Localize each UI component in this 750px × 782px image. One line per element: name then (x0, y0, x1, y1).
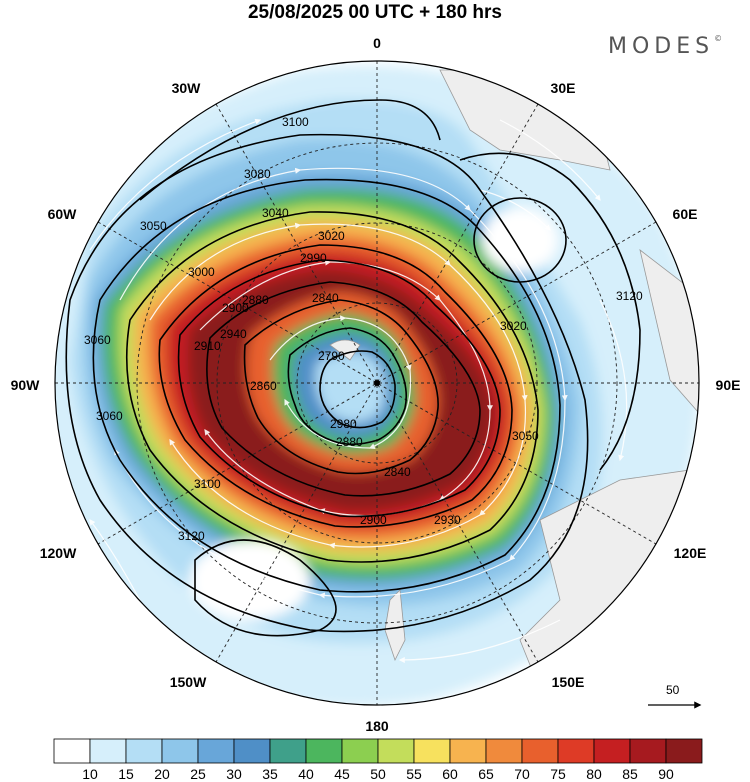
brand-logo: MODES© (608, 34, 722, 59)
colorbar-swatch (413, 738, 451, 764)
colorbar-tick-label: 15 (118, 766, 134, 782)
colorbar-swatch (521, 738, 559, 764)
height-contours (65, 99, 641, 637)
svg-text:3120: 3120 (178, 529, 205, 543)
colorbar-swatch (89, 738, 127, 764)
svg-text:3080: 3080 (244, 167, 271, 181)
lon-label-90w: 90W (10, 377, 40, 393)
colorbar-swatch (125, 738, 163, 764)
colorbar-tick-label: 65 (478, 766, 494, 782)
lon-label-0: 0 (373, 35, 381, 51)
lon-label-90e: 90E (715, 377, 741, 393)
copyright-mark: © (714, 34, 723, 43)
brand-name: MODES (608, 34, 715, 59)
svg-text:3100: 3100 (194, 477, 221, 491)
svg-text:2990: 2990 (300, 251, 327, 265)
svg-text:2880: 2880 (336, 435, 363, 449)
colorbar-swatch (53, 738, 91, 764)
colorbar-tick-label: 75 (550, 766, 566, 782)
lon-label-150w: 150W (169, 674, 207, 690)
colorbar-swatch (377, 738, 415, 764)
pole-marker (374, 380, 380, 386)
colorbar-tick-label: 50 (370, 766, 386, 782)
svg-text:3020: 3020 (500, 319, 527, 333)
lon-label-30w: 30W (171, 80, 201, 96)
map-boundary (54, 60, 700, 706)
svg-text:2900: 2900 (222, 301, 249, 315)
lon-label-180: 180 (365, 718, 389, 734)
svg-text:3100: 3100 (282, 115, 309, 129)
svg-text:2900: 2900 (360, 513, 387, 527)
colorbar-swatch (449, 738, 487, 764)
colorbar-tick-label: 90 (658, 766, 674, 782)
svg-text:2940: 2940 (220, 327, 247, 341)
lon-label-120w: 120W (39, 545, 77, 561)
lon-label-120e: 120E (673, 545, 707, 561)
svg-text:3000: 3000 (188, 265, 215, 279)
colorbar-swatch (485, 738, 523, 764)
colorbar-swatch (269, 738, 307, 764)
wind-streamlines (89, 118, 628, 663)
colorbar-swatch (341, 738, 379, 764)
meridians (55, 61, 699, 705)
colorbar-tick-label: 55 (406, 766, 422, 782)
map-title: 25/08/2025 00 UTC + 180 hrs (247, 2, 503, 23)
lon-label-60e: 60E (672, 206, 698, 222)
svg-text:2840: 2840 (312, 291, 339, 305)
colorbar-swatch (557, 738, 595, 764)
colorbar-tick-label: 35 (262, 766, 278, 782)
svg-text:3050: 3050 (512, 429, 539, 443)
lon-label-150e: 150E (551, 674, 585, 690)
svg-text:2980: 2980 (330, 417, 357, 431)
colorbar-tick-label: 85 (622, 766, 638, 782)
colorbar-tick-label: 25 (190, 766, 206, 782)
svg-text:2880: 2880 (242, 293, 269, 307)
colorbar-tick-label: 60 (442, 766, 458, 782)
colorbar-swatch (197, 738, 235, 764)
colorbar-tick-label: 20 (154, 766, 170, 782)
svg-text:3040: 3040 (262, 206, 289, 220)
colorbar-swatch (233, 738, 271, 764)
svg-text:2790: 2790 (318, 349, 345, 363)
colorbar-tick-label: 45 (334, 766, 350, 782)
lon-label-60w: 60W (47, 206, 77, 222)
lon-label-30e: 30E (550, 80, 576, 96)
colorbar-tick-label: 80 (586, 766, 602, 782)
colorbar-swatch (305, 738, 343, 764)
svg-text:3060: 3060 (96, 409, 123, 423)
svg-text:2860: 2860 (250, 379, 277, 393)
colorbar (53, 738, 703, 764)
reference-vector-label: 50 (666, 683, 680, 697)
svg-text:2910: 2910 (194, 339, 221, 353)
colorbar-swatch (665, 738, 703, 764)
colorbar-tick-label: 30 (226, 766, 242, 782)
contour-labels: 3100 3080 3050 3040 3020 3000 2990 2940 … (84, 115, 643, 543)
colorbar-swatch (629, 738, 667, 764)
svg-text:3020: 3020 (318, 229, 345, 243)
colorbar-swatch (161, 738, 199, 764)
svg-text:2930: 2930 (434, 513, 461, 527)
colorbar-tick-label: 40 (298, 766, 314, 782)
svg-text:2840: 2840 (384, 465, 411, 479)
svg-text:3050: 3050 (140, 219, 167, 233)
colorbar-tick-label: 10 (82, 766, 98, 782)
wind-speed-field: 3100 3080 3050 3040 3020 3000 2990 2940 … (55, 61, 699, 705)
colorbar-swatch (593, 738, 631, 764)
svg-text:3120: 3120 (616, 289, 643, 303)
colorbar-tick-label: 70 (514, 766, 530, 782)
svg-text:3060: 3060 (84, 333, 111, 347)
